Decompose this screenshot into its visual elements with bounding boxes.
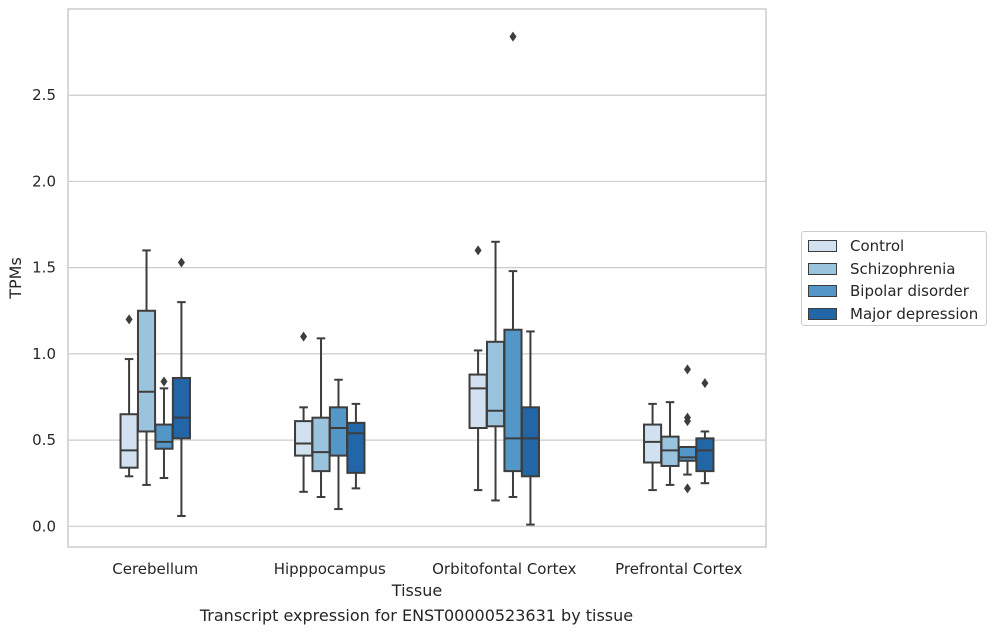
legend-label-schizophrenia: Schizophrenia — [850, 259, 956, 278]
legend-item-control: Control — [808, 235, 986, 258]
outlier-point — [300, 331, 308, 342]
box-orbitofontal-cortex-schizophrenia — [485, 240, 506, 502]
y-axis-title: TPMs — [6, 257, 25, 300]
box-prefrontal-cortex-bipolar-disorder — [677, 364, 698, 494]
box-body — [485, 340, 506, 428]
outlier-point — [177, 257, 185, 268]
y-tick-label: 0.0 — [32, 517, 56, 535]
box-body — [346, 421, 366, 474]
legend-swatch-schizophrenia — [808, 262, 837, 275]
outlier-point — [683, 416, 691, 427]
legend-swatch-bipolar-disorder — [808, 285, 837, 298]
box-body — [136, 309, 157, 433]
plot-frame — [67, 8, 767, 548]
outlier-point — [125, 314, 133, 325]
box-prefrontal-cortex-control — [643, 402, 663, 492]
box-cerebellum-major-depression — [171, 257, 191, 517]
box-body — [154, 423, 174, 450]
y-tick-label: 0.5 — [32, 431, 56, 449]
box-prefrontal-cortex-major-depression — [695, 378, 715, 485]
box-body — [468, 373, 488, 430]
chart-caption: Transcript expression for ENST0000052363… — [199, 606, 634, 625]
x-axis-title: Tissue — [391, 581, 442, 600]
box-hipppocampus-bipolar-disorder — [328, 378, 349, 511]
legend-label-bipolar-disorder: Bipolar disorder — [850, 282, 969, 301]
outlier-point — [509, 31, 517, 42]
box-cerebellum-bipolar-disorder — [154, 376, 174, 480]
box-body — [503, 328, 523, 473]
y-tick-label: 2.0 — [32, 172, 56, 190]
y-tick-label: 1.0 — [32, 345, 56, 363]
box-orbitofontal-cortex-control — [468, 245, 488, 492]
box-hipppocampus-schizophrenia — [311, 337, 331, 498]
box-body — [294, 420, 314, 457]
x-tick-label: Hipppocampus — [274, 560, 386, 578]
outlier-point — [683, 483, 691, 494]
box-body — [328, 406, 349, 457]
box-orbitofontal-cortex-major-depression — [520, 330, 540, 526]
box-body — [171, 377, 191, 440]
box-body — [520, 406, 540, 478]
box-hipppocampus-control — [294, 331, 314, 493]
outlier-point — [683, 364, 691, 375]
legend: Control Schizophrenia Bipolar disorder M… — [801, 231, 987, 326]
legend-label-major-depression: Major depression — [850, 304, 979, 323]
outlier-point — [701, 378, 709, 389]
legend-item-bipolar-disorder: Bipolar disorder — [808, 280, 986, 303]
box-cerebellum-schizophrenia — [136, 249, 157, 486]
legend-swatch-control — [808, 240, 837, 253]
y-tick-label: 2.5 — [32, 86, 56, 104]
box-body — [695, 437, 715, 473]
box-body — [119, 413, 139, 469]
legend-item-schizophrenia: Schizophrenia — [808, 258, 986, 281]
box-cerebellum-control — [119, 314, 139, 478]
outlier-point — [474, 245, 482, 256]
box-prefrontal-cortex-schizophrenia — [660, 401, 680, 486]
y-tick-label: 1.5 — [32, 259, 56, 277]
x-tick-label: Orbitofontal Cortex — [432, 560, 576, 578]
legend-swatch-major-depression — [808, 307, 837, 320]
x-tick-label: Cerebellum — [112, 560, 198, 578]
legend-label-control: Control — [850, 237, 905, 256]
box-hipppocampus-major-depression — [346, 402, 366, 490]
box-body — [311, 416, 331, 473]
outlier-point — [160, 376, 168, 387]
x-tick-label: Prefrontal Cortex — [615, 560, 742, 578]
box-body — [643, 423, 663, 464]
box-body — [677, 445, 698, 462]
legend-item-major-depression: Major depression — [808, 303, 986, 326]
box-orbitofontal-cortex-bipolar-disorder — [503, 31, 523, 498]
